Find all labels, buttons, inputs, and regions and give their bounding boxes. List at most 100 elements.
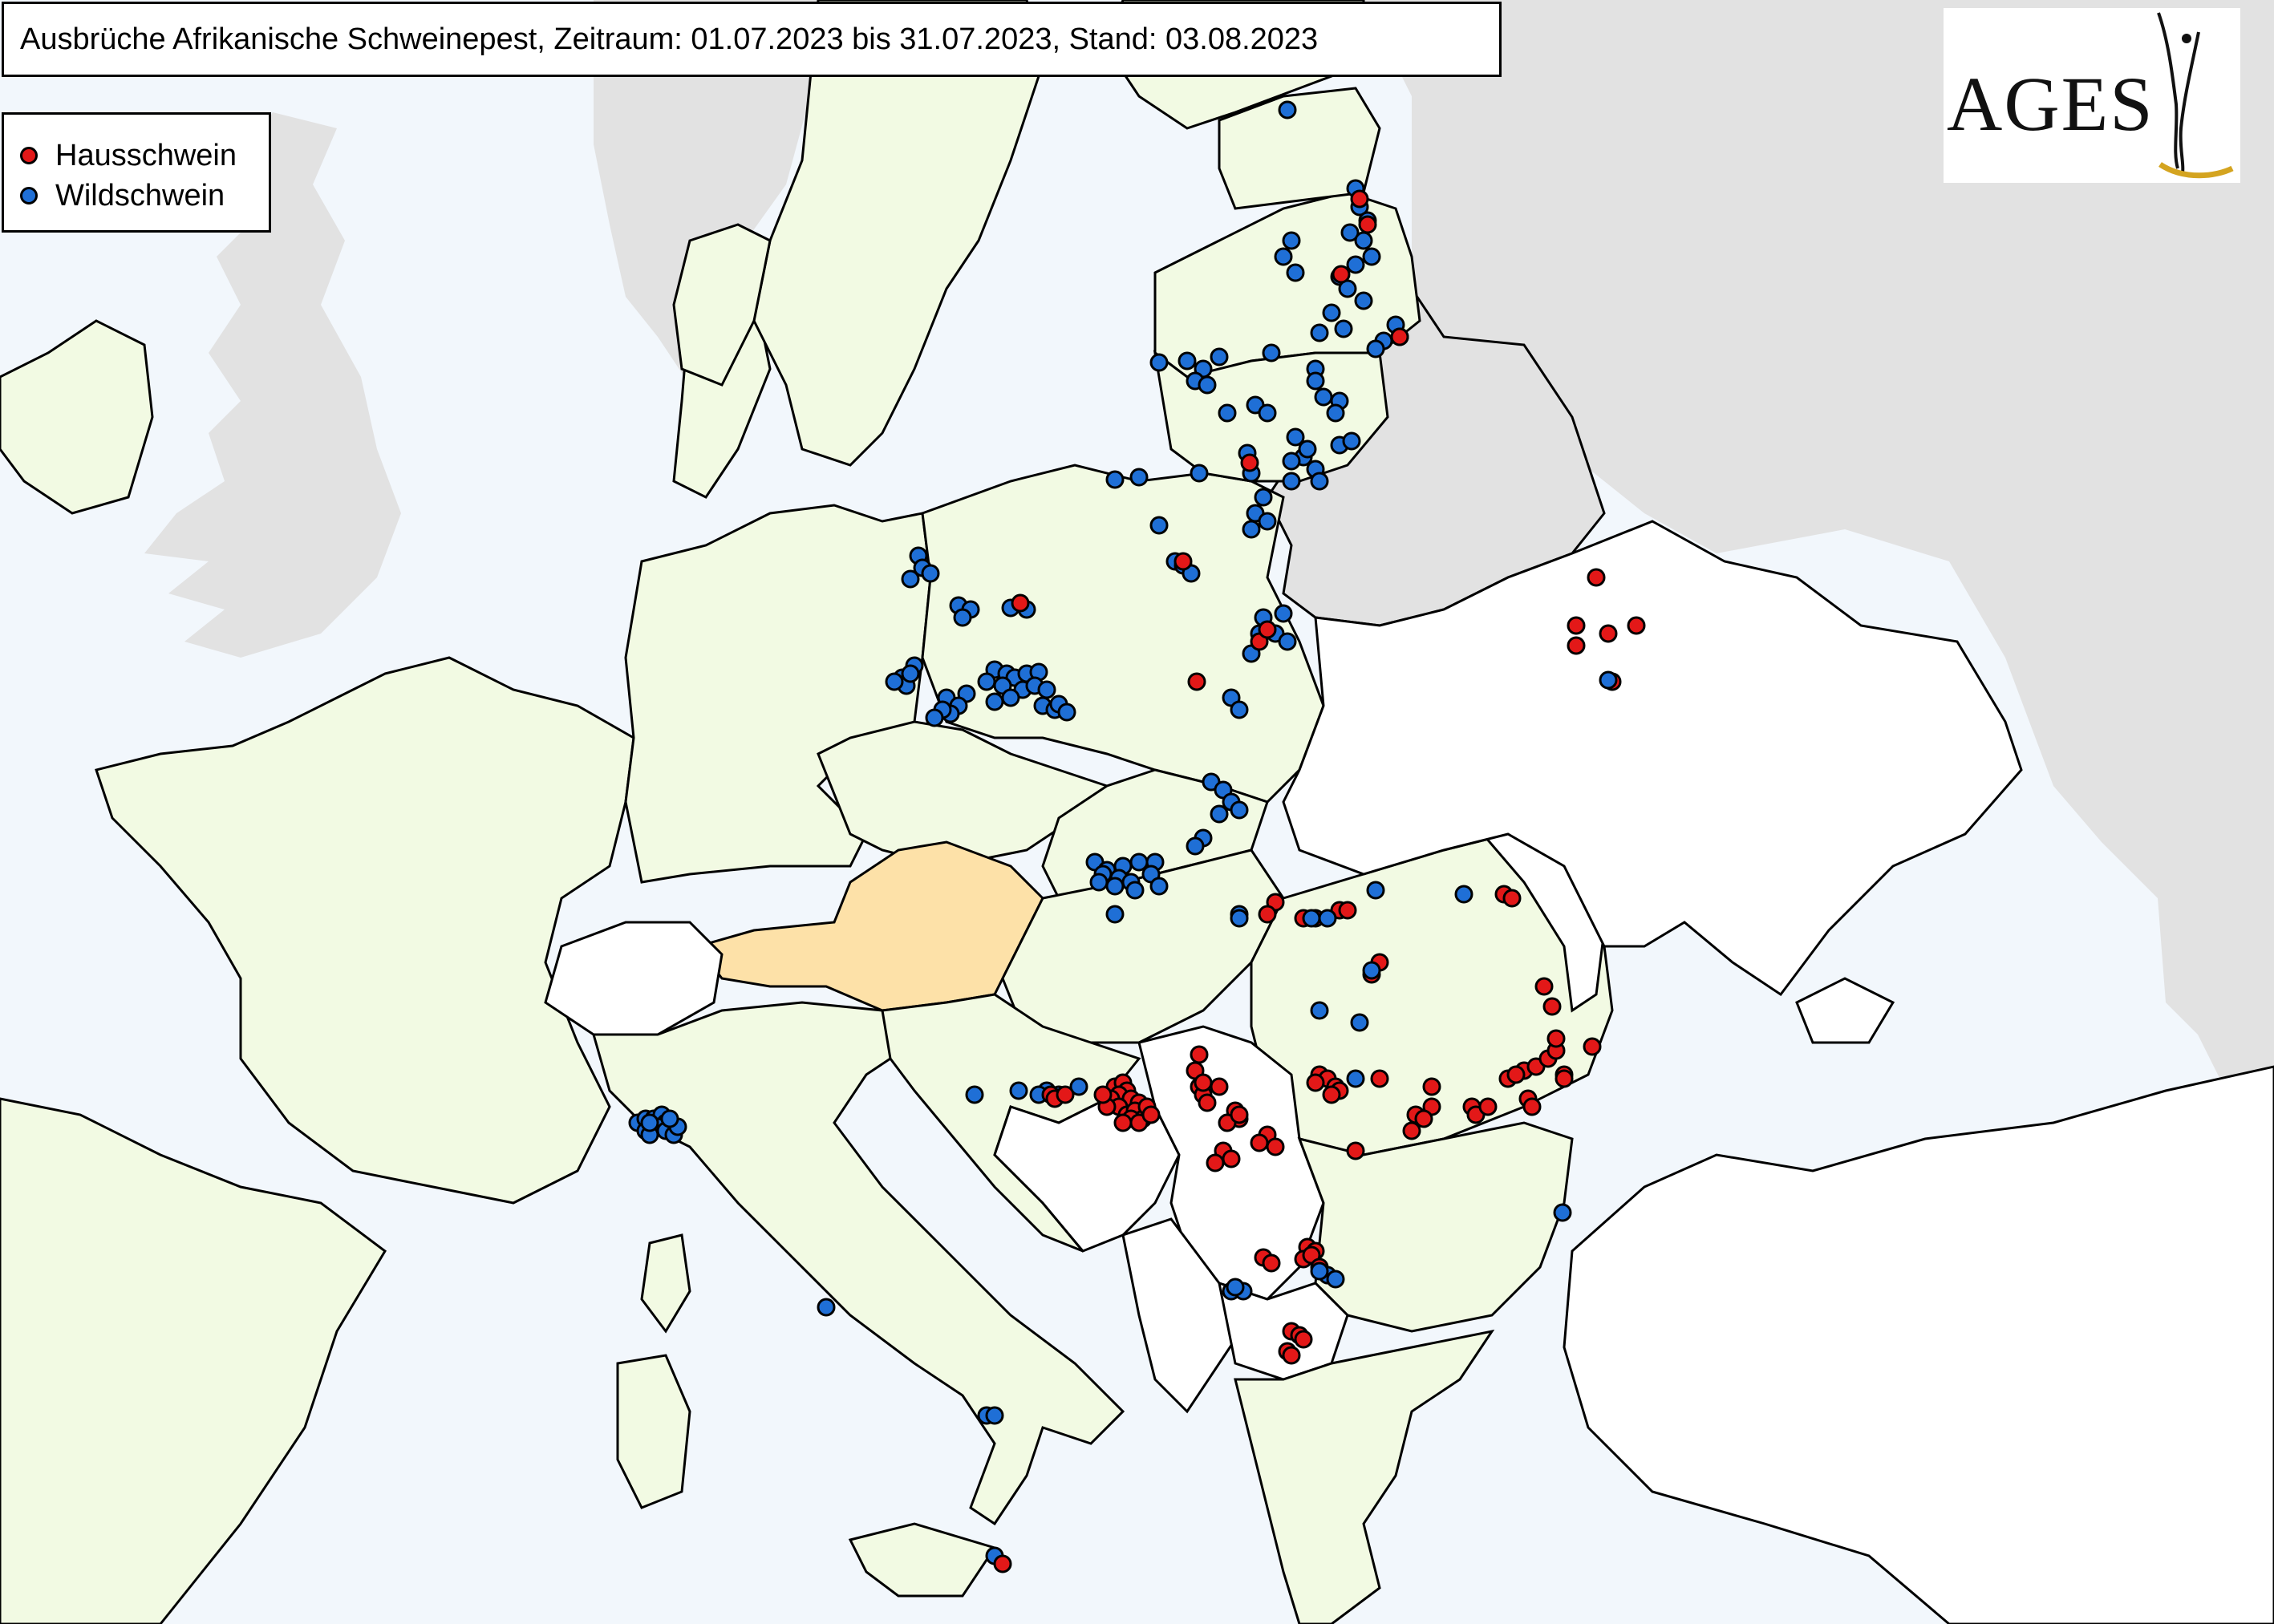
outbreak-marker-domestic — [1338, 901, 1357, 920]
outbreak-marker-domestic — [1502, 889, 1522, 908]
outbreak-marker-wild — [1322, 303, 1341, 322]
outbreak-marker-wild — [1254, 488, 1273, 507]
outbreak-marker-wild — [1186, 836, 1205, 856]
legend-label-wild: Wildschwein — [55, 178, 225, 213]
outbreak-marker-wild — [1105, 470, 1125, 489]
corsica-region — [640, 1233, 691, 1334]
outbreak-marker-wild — [1069, 1077, 1088, 1096]
turkey-region — [1563, 1065, 2274, 1624]
ukraine-region — [1282, 520, 2023, 997]
ages-logo: AGES — [1944, 8, 2240, 183]
outbreak-marker-wild — [1282, 472, 1301, 491]
outbreak-marker-wild — [977, 672, 996, 691]
legend-item-domestic: Hausschwein — [20, 136, 269, 176]
bosnia-region — [993, 1097, 1181, 1253]
outbreak-marker-domestic — [1414, 1109, 1433, 1128]
montenegro-kosovo-region — [1121, 1217, 1253, 1414]
outbreak-marker-wild — [1342, 431, 1361, 451]
outbreak-marker-domestic — [1222, 1149, 1241, 1168]
outbreak-marker-wild — [1105, 877, 1125, 896]
outbreak-marker-wild — [1286, 263, 1305, 282]
outbreak-marker-wild — [1553, 1203, 1572, 1222]
outbreak-marker-wild — [1218, 403, 1237, 423]
outbreak-marker-domestic — [1258, 905, 1277, 924]
outbreak-marker-wild — [1346, 255, 1365, 274]
outbreak-marker-wild — [1210, 804, 1229, 824]
outbreak-marker-domestic — [1402, 1121, 1421, 1140]
outbreak-marker-wild — [985, 692, 1004, 711]
legend-label-domestic: Hausschwein — [55, 138, 237, 172]
greece-region — [1234, 1329, 1495, 1624]
outbreak-marker-wild — [1274, 604, 1293, 623]
outbreak-marker-wild — [1314, 387, 1333, 407]
legend: Hausschwein Wildschwein — [2, 112, 271, 233]
outbreak-marker-wild — [1001, 688, 1020, 707]
outbreak-marker-wild — [1310, 1001, 1329, 1020]
outbreak-marker-wild — [1009, 1081, 1028, 1100]
outbreak-marker-wild — [901, 569, 920, 589]
outbreak-marker-domestic — [1370, 1069, 1389, 1088]
outbreak-marker-wild — [925, 708, 944, 727]
outbreak-marker-wild — [1310, 472, 1329, 491]
outbreak-marker-domestic — [1282, 1346, 1301, 1365]
outbreak-marker-wild — [1226, 1278, 1245, 1297]
ages-figure-icon — [2157, 12, 2234, 179]
outbreak-marker-wild — [1242, 520, 1261, 539]
outbreak-marker-domestic — [1194, 1073, 1213, 1092]
outbreak-marker-domestic — [1322, 1085, 1341, 1104]
outbreak-marker-wild — [640, 1113, 659, 1132]
outbreak-marker-wild — [1326, 1270, 1345, 1289]
outbreak-marker-wild — [1125, 881, 1145, 900]
outbreak-marker-domestic — [1258, 620, 1277, 639]
outbreak-marker-domestic — [1522, 1097, 1542, 1116]
outbreak-marker-wild — [817, 1298, 836, 1317]
outbreak-marker-domestic — [1190, 1045, 1209, 1064]
outbreak-marker-wild — [1057, 703, 1076, 722]
outbreak-marker-wild — [1258, 512, 1277, 531]
outbreak-marker-wild — [1366, 881, 1385, 900]
outbreak-marker-wild — [1278, 632, 1297, 651]
outbreak-marker-domestic — [1506, 1065, 1526, 1084]
outbreak-marker-wild — [1354, 231, 1373, 250]
outbreak-marker-wild — [1210, 347, 1229, 367]
outbreak-marker-domestic — [1627, 616, 1646, 635]
outbreak-marker-wild — [1274, 247, 1293, 266]
outbreak-marker-wild — [1454, 885, 1473, 904]
outbreak-marker-wild — [1354, 291, 1373, 310]
outbreak-marker-domestic — [1350, 189, 1369, 209]
outbreak-marker-domestic — [1567, 636, 1586, 655]
outbreak-marker-wild — [1599, 670, 1618, 690]
outbreak-marker-wild — [953, 608, 972, 627]
map-title-text: Ausbrüche Afrikanische Schweinepest, Zei… — [20, 22, 1319, 56]
outbreak-marker-domestic — [1173, 552, 1193, 571]
outbreak-marker-domestic — [1332, 265, 1351, 284]
outbreak-marker-wild — [1306, 371, 1325, 391]
sicily-region — [848, 1522, 997, 1598]
crimea-region — [1795, 977, 1895, 1044]
outbreak-marker-domestic — [1056, 1085, 1075, 1104]
outbreak-marker-wild — [965, 1085, 984, 1104]
outbreak-marker-wild — [660, 1109, 679, 1128]
outbreak-marker-domestic — [1583, 1037, 1602, 1056]
outbreak-marker-wild — [1362, 247, 1381, 266]
outbreak-marker-domestic — [1422, 1077, 1441, 1096]
ireland-region — [0, 319, 154, 515]
outbreak-marker-domestic — [993, 1554, 1012, 1573]
outbreak-marker-wild — [1366, 339, 1385, 358]
outbreak-marker-domestic — [1250, 1133, 1269, 1152]
outbreak-marker-domestic — [1113, 1113, 1133, 1132]
outbreak-marker-wild — [1326, 403, 1345, 423]
uk-region — [144, 112, 401, 658]
blue-dot-icon — [20, 187, 38, 205]
legend-item-wild: Wildschwein — [20, 176, 269, 216]
outbreak-marker-domestic — [1542, 997, 1562, 1016]
outbreak-marker-domestic — [1198, 1093, 1217, 1112]
outbreak-marker-domestic — [1262, 1253, 1281, 1273]
outbreak-marker-wild — [1278, 100, 1297, 119]
sardinia-region — [616, 1354, 691, 1509]
outbreak-marker-domestic — [1187, 672, 1206, 691]
outbreak-marker-wild — [1282, 231, 1301, 250]
outbreak-marker-domestic — [1599, 624, 1618, 643]
outbreak-marker-wild — [1340, 223, 1360, 242]
outbreak-marker-wild — [1149, 516, 1169, 535]
